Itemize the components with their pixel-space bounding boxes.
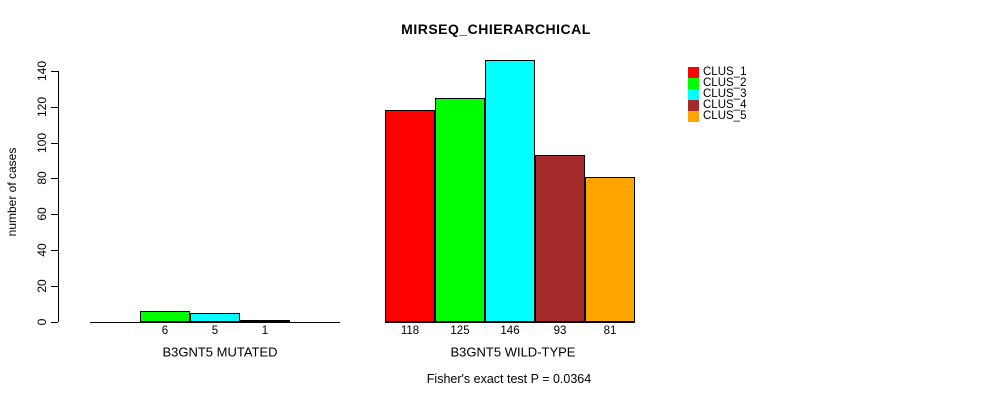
y-tick-mark	[51, 322, 58, 323]
bar-value-label: 118	[400, 325, 420, 337]
y-tick-mark	[51, 178, 58, 179]
y-axis-line	[58, 71, 59, 322]
legend-item-label: CLUS_2	[703, 77, 747, 89]
legend-swatch-clus-3	[688, 88, 699, 100]
x-group-label-wildtype: B3GNT5 WILD-TYPE	[450, 344, 576, 360]
bar-clus-3-wild-type	[485, 60, 535, 322]
bar-value-label: 146	[500, 325, 520, 337]
bar-clus-3-mutated	[190, 313, 240, 322]
bar-clus-2-wild-type	[435, 98, 485, 322]
y-tick-mark	[51, 286, 58, 287]
bar-value-label: 125	[450, 325, 470, 337]
bar-value-label: 93	[553, 325, 567, 337]
y-tick-mark	[51, 107, 58, 108]
bar-value-label: 6	[161, 325, 169, 337]
y-tick-mark	[51, 71, 58, 72]
y-tick-label: 100	[35, 132, 49, 154]
legend-swatch-clus-4	[688, 99, 699, 111]
legend-swatch-clus-5	[688, 110, 699, 122]
legend-swatch-clus-1	[688, 66, 699, 78]
group-baseline	[385, 322, 635, 323]
footer-pvalue: Fisher's exact test P = 0.0364	[426, 372, 592, 386]
y-tick-label: 60	[35, 207, 49, 221]
legend-item-label: CLUS_4	[703, 99, 747, 111]
y-axis-label: number of cases	[5, 147, 19, 237]
bar-value-label: 5	[211, 325, 219, 337]
y-tick-label: 20	[35, 279, 49, 293]
bar-clus-5-wild-type	[585, 177, 635, 322]
y-tick-mark	[51, 250, 58, 251]
legend-item-label: CLUS_1	[703, 66, 747, 78]
bar-clus-2-mutated	[140, 311, 190, 322]
y-tick-mark	[51, 214, 58, 215]
y-tick-label: 80	[35, 171, 49, 185]
legend-item-label: CLUS_3	[703, 88, 747, 100]
bar-clus-4-wild-type	[535, 155, 585, 322]
bar-clus-4-mutated	[240, 320, 290, 322]
y-tick-label: 0	[35, 318, 49, 326]
legend-item-label: CLUS_5	[703, 110, 747, 122]
y-tick-label: 40	[35, 243, 49, 257]
legend-swatch-clus-2	[688, 77, 699, 89]
x-group-label-mutated: B3GNT5 MUTATED	[162, 344, 278, 360]
y-tick-label: 120	[35, 96, 49, 118]
y-tick-label: 140	[35, 60, 49, 82]
group-baseline	[90, 322, 340, 323]
bar-clus-1-wild-type	[385, 110, 435, 322]
chart-title: MIRSEQ_CHIERARCHICAL	[401, 21, 591, 37]
bar-value-label: 1	[261, 325, 269, 337]
y-tick-mark	[51, 143, 58, 144]
bar-value-label: 81	[603, 325, 617, 337]
